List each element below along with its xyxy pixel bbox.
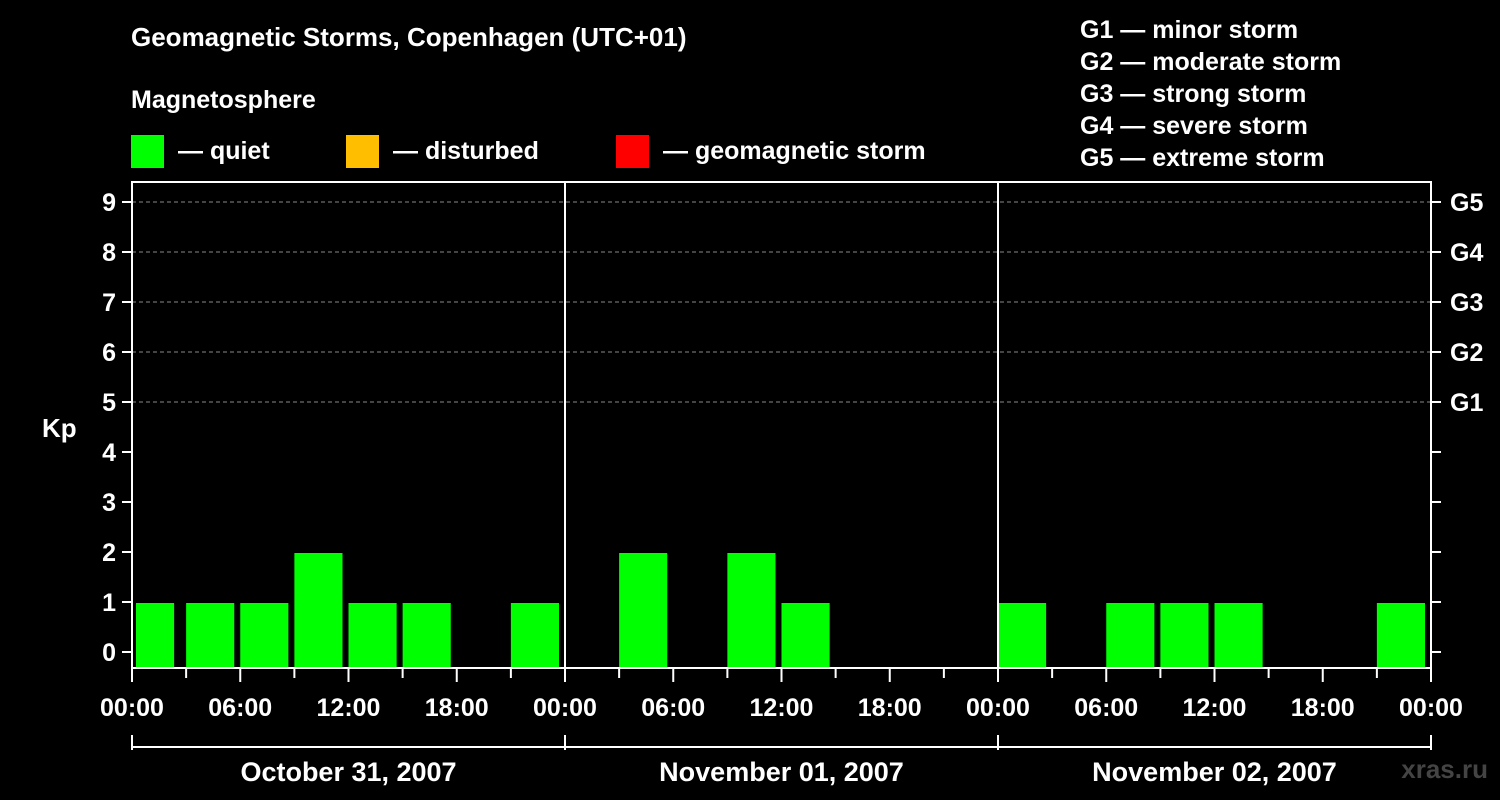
y-tick-label-6: 6	[102, 339, 116, 367]
y-tick-label-8: 8	[102, 239, 116, 267]
x-tick-label-8: 00:00	[966, 694, 1030, 722]
bar-0	[136, 603, 175, 667]
chart-title: Geomagnetic Storms, Copenhagen (UTC+01)	[131, 22, 687, 52]
bar-12	[781, 603, 830, 667]
legend-label-disturbed: — disturbed	[393, 136, 539, 165]
storm-swatch	[616, 134, 649, 168]
storm-scale-g3: G3 — strong storm	[1080, 80, 1307, 108]
storm-scale-g5: G5 — extreme storm	[1080, 144, 1325, 172]
storm-scale-g2: G2 — moderate storm	[1080, 48, 1342, 76]
legend-label-quiet: — quiet	[178, 136, 270, 165]
bar-3	[294, 553, 343, 667]
x-tick-label-2: 12:00	[317, 694, 381, 722]
bar-4	[348, 603, 397, 667]
date-label-1: November 01, 2007	[659, 757, 904, 787]
storm-scale-g1: G1 — minor storm	[1080, 16, 1299, 44]
date-label-2: November 02, 2007	[1092, 757, 1337, 787]
y-tick-label-0: 0	[102, 639, 116, 667]
y-tick-label-1: 1	[102, 589, 116, 617]
x-tick-label-3: 18:00	[425, 694, 489, 722]
x-tick-label-0: 00:00	[100, 694, 164, 722]
y-tick-label-5: 5	[102, 389, 116, 417]
y-tick-label-3: 3	[102, 489, 116, 517]
watermark: xras.ru	[1401, 754, 1488, 784]
bar-20	[1214, 603, 1263, 667]
x-tick-label-5: 06:00	[641, 694, 705, 722]
x-tick-label-12: 00:00	[1399, 694, 1463, 722]
right-label-g3: G3	[1450, 289, 1483, 317]
y-axis-label: Kp	[42, 413, 77, 443]
right-label-g4: G4	[1450, 239, 1483, 267]
bar-18	[1106, 603, 1155, 667]
x-tick-label-4: 00:00	[533, 694, 597, 722]
x-tick-label-7: 18:00	[858, 694, 922, 722]
disturbed-swatch	[346, 134, 379, 168]
bar-5	[402, 603, 451, 667]
right-label-g2: G2	[1450, 339, 1483, 367]
y-tick-label-2: 2	[102, 539, 116, 567]
bar-19	[1160, 603, 1209, 667]
bar-1	[186, 603, 235, 667]
bar-9	[619, 553, 668, 667]
legend-label-storm: — geomagnetic storm	[663, 136, 926, 165]
x-tick-label-11: 18:00	[1291, 694, 1355, 722]
y-tick-label-7: 7	[102, 289, 116, 317]
date-label-0: October 31, 2007	[240, 757, 456, 787]
y-tick-label-9: 9	[102, 189, 116, 217]
quiet-swatch	[131, 134, 164, 168]
bar-11	[727, 553, 776, 667]
storm-scale-legend: G1 — minor storm G2 — moderate storm G3 …	[1080, 14, 1341, 174]
legend-item-storm: — geomagnetic storm	[616, 134, 926, 168]
bar-2	[240, 603, 289, 667]
right-label-g5: G5	[1450, 189, 1483, 217]
x-tick-label-10: 12:00	[1183, 694, 1247, 722]
magnetosphere-title: Magnetosphere	[131, 86, 316, 114]
bar-16	[998, 603, 1047, 667]
legend-item-disturbed: — disturbed	[346, 134, 539, 168]
legend-item-quiet: — quiet	[131, 134, 270, 168]
x-tick-label-6: 12:00	[750, 694, 814, 722]
bar-7	[510, 603, 559, 667]
x-tick-label-9: 06:00	[1074, 694, 1138, 722]
bar-23	[1376, 603, 1425, 667]
right-label-g1: G1	[1450, 389, 1483, 417]
y-tick-label-4: 4	[102, 439, 116, 467]
x-tick-label-1: 06:00	[208, 694, 272, 722]
storm-scale-g4: G4 — severe storm	[1080, 112, 1308, 140]
